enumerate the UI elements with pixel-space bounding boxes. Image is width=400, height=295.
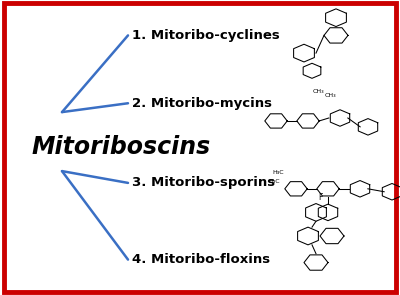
Text: 3. Mitoribo-sporins: 3. Mitoribo-sporins	[132, 176, 275, 189]
Text: H₃C: H₃C	[268, 179, 280, 184]
Text: CH₃: CH₃	[324, 94, 336, 98]
Text: CH₃: CH₃	[312, 89, 324, 94]
Text: 1. Mitoribo-cyclines: 1. Mitoribo-cyclines	[132, 29, 280, 42]
Text: H₃C: H₃C	[272, 170, 284, 175]
Text: 4. Mitoribo-floxins: 4. Mitoribo-floxins	[132, 253, 270, 266]
Text: F: F	[318, 193, 322, 202]
Text: 2. Mitoribo-mycins: 2. Mitoribo-mycins	[132, 97, 272, 110]
Text: Mitoriboscins: Mitoriboscins	[32, 135, 211, 160]
